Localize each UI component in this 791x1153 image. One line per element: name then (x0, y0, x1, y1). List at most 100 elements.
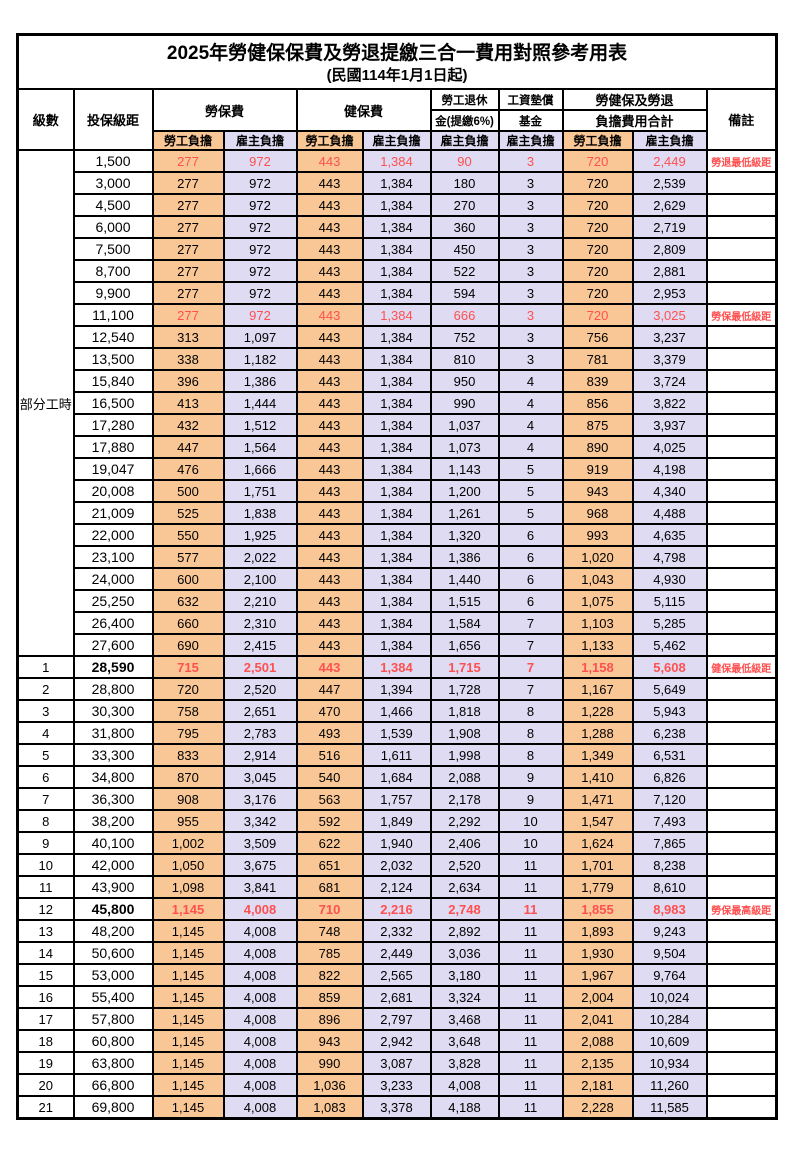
table-row: 22,000 550 1,925 443 1,384 1,320 6 993 4,635 (18, 523, 778, 547)
table-row: 15,840 396 1,386 443 1,384 950 4 839 3,724 (18, 369, 778, 393)
cell-li-employer: 1,666 (222, 457, 298, 481)
cell-level: 18 (16, 1029, 75, 1053)
cell-total-employer: 3,937 (631, 413, 708, 437)
cell-total-employee: 1,410 (561, 765, 634, 789)
cell-total-employer: 10,284 (631, 1007, 708, 1031)
cell-total-employee: 2,228 (561, 1095, 634, 1120)
cell-remark (705, 1051, 778, 1075)
cell-fund-employer: 6 (497, 567, 564, 591)
table-row: 27,600 690 2,415 443 1,384 1,656 7 1,133 5,462 (18, 633, 778, 657)
cell-li-employer: 972 (222, 303, 298, 327)
cell-li-employer: 972 (222, 259, 298, 283)
subheader-total-employer: 雇主負擔 (631, 130, 708, 151)
cell-hi-employee: 443 (295, 259, 364, 283)
cell-li-employee: 432 (151, 413, 225, 437)
cell-pension-employer: 2,292 (429, 809, 500, 833)
cell-fund-employer: 4 (497, 391, 564, 415)
cell-fund-employer: 3 (497, 171, 564, 195)
cell-hi-employer: 3,233 (361, 1073, 432, 1097)
cell-total-employee: 1,855 (561, 897, 634, 921)
cell-total-employer: 11,585 (631, 1095, 708, 1120)
cell-remark: 健保最低級距 (705, 655, 778, 679)
cell-li-employer: 1,564 (222, 435, 298, 459)
cell-total-employee: 1,020 (561, 545, 634, 569)
subheader-li-employer: 雇主負擔 (222, 130, 298, 151)
cell-fund-employer: 11 (497, 1051, 564, 1075)
header-fund-line1: 工資墊償 (497, 88, 564, 111)
cell-fund-employer: 3 (497, 215, 564, 239)
cell-hi-employer: 1,384 (361, 655, 432, 679)
cell-bracket: 16,500 (72, 391, 154, 415)
cell-total-employee: 1,228 (561, 699, 634, 723)
subheader-fund-employer: 雇主負擔 (497, 130, 564, 151)
cell-hi-employer: 2,942 (361, 1029, 432, 1053)
cell-bracket: 66,800 (72, 1073, 154, 1097)
header-row-1: 級數 投保級距 勞保費 健保費 勞工退休 工資墊償 勞健保及勞退 備註 (16, 88, 778, 151)
cell-pension-employer: 450 (429, 237, 500, 261)
cell-remark (705, 875, 778, 899)
cell-remark (705, 809, 778, 833)
header-fund-line2: 基金 (497, 109, 564, 132)
cell-level: 1 (16, 655, 75, 679)
cell-fund-employer: 11 (497, 875, 564, 899)
cell-hi-employer: 1,384 (361, 171, 432, 195)
cell-bracket: 13,500 (72, 347, 154, 371)
cell-total-employer: 2,881 (631, 259, 708, 283)
cell-total-employer: 5,943 (631, 699, 708, 723)
cell-hi-employee: 443 (295, 479, 364, 503)
table-row: 9 40,100 1,002 3,509 622 1,940 2,406 10 1,624 7,8… (16, 831, 778, 855)
cell-li-employer: 3,841 (222, 875, 298, 899)
cell-hi-employee: 822 (295, 963, 364, 987)
cell-total-employee: 720 (561, 281, 634, 305)
header-remark: 備註 (705, 88, 778, 151)
header-total-line1: 勞健保及勞退 (561, 88, 708, 111)
table-row: 6,000 277 972 443 1,384 360 3 720 2,719 (18, 215, 778, 239)
cell-pension-employer: 90 (429, 149, 500, 173)
cell-bracket: 33,300 (72, 743, 154, 767)
cell-li-employee: 1,145 (151, 963, 225, 987)
cell-hi-employer: 1,466 (361, 699, 432, 723)
table-row: 4,500 277 972 443 1,384 270 3 720 2,629 (18, 193, 778, 217)
cell-fund-employer: 3 (497, 281, 564, 305)
cell-pension-employer: 950 (429, 369, 500, 393)
title-cell: 2025年勞健保保費及勞退提繳三合一費用對照參考用表 (民國114年1月1日起) (16, 33, 778, 90)
cell-hi-employee: 443 (295, 413, 364, 437)
cell-total-employee: 1,043 (561, 567, 634, 591)
cell-total-employer: 4,488 (631, 501, 708, 525)
cell-total-employee: 2,135 (561, 1051, 634, 1075)
cell-total-employee: 993 (561, 523, 634, 547)
cell-pension-employer: 4,008 (429, 1073, 500, 1097)
cell-level: 11 (16, 875, 75, 899)
cell-total-employer: 3,237 (631, 325, 708, 349)
cell-remark (705, 1029, 778, 1053)
cell-remark (705, 347, 778, 371)
cell-remark (705, 721, 778, 745)
cell-hi-employer: 1,384 (361, 567, 432, 591)
cell-hi-employer: 1,384 (361, 303, 432, 327)
table-row: 部分工時 1,500 277 972 443 1,384 90 3 720 2,449 勞退最低級距 (16, 149, 778, 657)
cell-bracket: 27,600 (72, 633, 154, 657)
cell-total-employee: 1,779 (561, 875, 634, 899)
cell-bracket: 30,300 (72, 699, 154, 723)
cell-remark (705, 743, 778, 767)
cell-li-employer: 972 (222, 215, 298, 239)
cell-total-employer: 7,120 (631, 787, 708, 811)
cell-bracket: 20,008 (72, 479, 154, 503)
cell-remark (705, 677, 778, 701)
cell-li-employee: 313 (151, 325, 225, 349)
cell-pension-employer: 3,468 (429, 1007, 500, 1031)
cell-li-employer: 972 (222, 281, 298, 305)
cell-li-employer: 2,520 (222, 677, 298, 701)
subheader-pension-employer: 雇主負擔 (429, 130, 500, 151)
cell-total-employer: 5,115 (631, 589, 708, 613)
cell-li-employee: 577 (151, 545, 225, 569)
cell-li-employer: 1,838 (222, 501, 298, 525)
cell-hi-employer: 1,384 (361, 259, 432, 283)
cell-remark (705, 1007, 778, 1031)
cell-total-employee: 839 (561, 369, 634, 393)
cell-bracket: 17,280 (72, 413, 154, 437)
cell-total-employer: 4,198 (631, 457, 708, 481)
cell-remark (705, 413, 778, 437)
cell-fund-employer: 5 (497, 457, 564, 481)
table-row: 13 48,200 1,145 4,008 748 2,332 2,892 11 1,893 9,… (16, 919, 778, 943)
